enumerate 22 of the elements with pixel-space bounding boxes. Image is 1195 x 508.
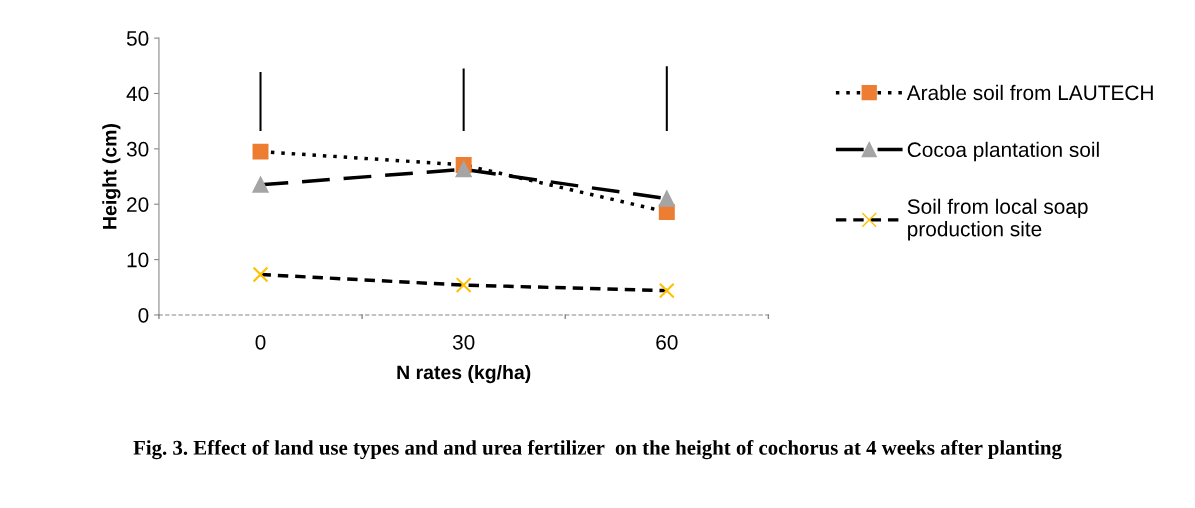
y-tick-label: 10: [127, 252, 149, 268]
y-axis-title: Height (cm): [102, 124, 121, 229]
point: [658, 282, 675, 299]
x-tick-label: 60: [656, 334, 678, 350]
x-tick-label: 30: [452, 334, 475, 350]
point: [252, 266, 269, 283]
y-tick-label: 20: [127, 197, 149, 212]
y-tick-label: 40: [126, 86, 149, 102]
x-tick-label: 0: [255, 334, 266, 350]
text: Fig. 3. Effect of land use types and and urea fertilizer on the height of cochorus at 4 weeks after planting: [133, 439, 1062, 460]
legend-label: Arable soil from LAUTECH: [906, 84, 1153, 101]
y-tick-label: 50: [126, 31, 149, 46]
y-tick-label: 0: [138, 307, 149, 323]
x-axis-title: N rates (kg/ha): [397, 364, 531, 384]
point: [455, 161, 472, 178]
legend-label: Cocoa plantation soil: [907, 141, 1099, 162]
point: [252, 143, 269, 160]
point: [658, 190, 675, 207]
legend-label: Soil from local soap production site: [907, 198, 1088, 241]
point: [252, 176, 269, 193]
y-tick-label: 30: [126, 141, 149, 157]
point: [455, 277, 472, 294]
